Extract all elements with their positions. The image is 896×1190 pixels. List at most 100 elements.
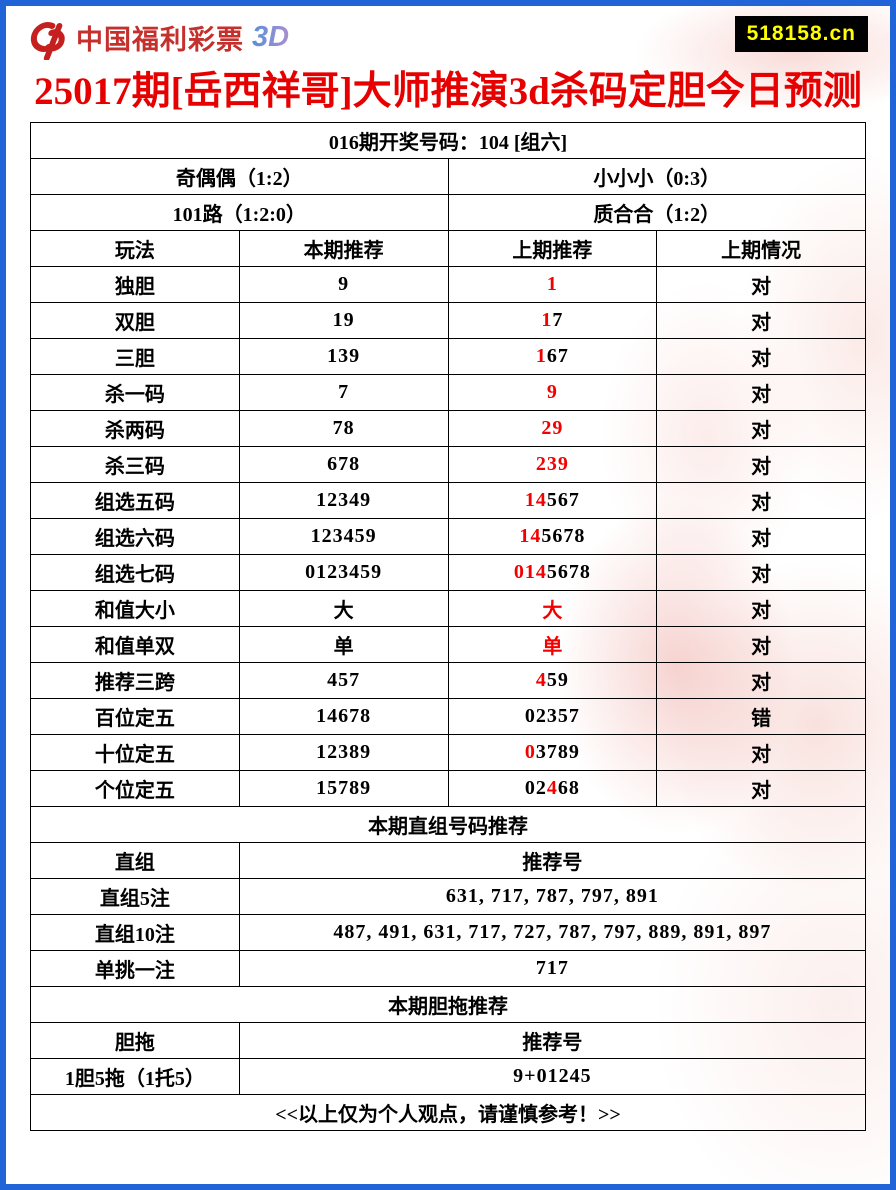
prev-recommend: 02357	[447, 697, 658, 735]
straight-section-title: 本期直组号码推荐	[30, 805, 866, 843]
cwl-logo-icon	[22, 14, 68, 61]
current-recommend: 123459	[238, 517, 449, 555]
current-recommend: 9	[238, 265, 449, 303]
section-header-row: 胆拖 推荐号	[30, 1021, 867, 1059]
prev-result: 对	[656, 769, 866, 807]
play-type: 推荐三跨	[30, 661, 240, 699]
straight-header-value: 推荐号	[238, 841, 867, 879]
play-type: 独胆	[30, 265, 240, 303]
play-type: 双胆	[30, 301, 240, 339]
table-row: 十位定五 12389 03789 对	[30, 733, 866, 771]
table-row: 百位定五 14678 02357 错	[30, 697, 866, 735]
current-recommend: 139	[238, 337, 449, 375]
play-type: 百位定五	[30, 697, 240, 735]
col-header-current: 本期推荐	[238, 229, 449, 267]
prev-recommend: 145678	[447, 517, 658, 555]
prev-recommend: 239	[447, 445, 658, 483]
current-recommend: 678	[238, 445, 449, 483]
table-row: 双胆 19 17 对	[30, 301, 866, 339]
prev-recommend: 29	[447, 409, 658, 447]
section-header-row: 直组 推荐号	[30, 841, 867, 879]
prev-result: 对	[656, 733, 866, 771]
prev-recommend: 03789	[447, 733, 658, 771]
table-row: 个位定五 15789 02468 对	[30, 769, 866, 807]
prev-recommend: 459	[447, 661, 658, 699]
brand-text: 中国福利彩票	[76, 24, 244, 55]
prediction-table: 016期开奖号码：104 [组六] 奇偶偶（1:2） 小小小（0:3） 101路…	[30, 121, 867, 1131]
prev-recommend: 167	[447, 337, 658, 375]
prev-result: 对	[656, 589, 866, 627]
current-recommend: 457	[238, 661, 449, 699]
prev-recommend: 0145678	[447, 553, 658, 591]
dantuo-label: 1胆5拖（1托5）	[30, 1057, 240, 1095]
route-pattern: 101路（1:2:0）	[30, 193, 449, 231]
table-row: 独胆 9 1 对	[30, 265, 866, 303]
table-row: 杀一码 7 9 对	[30, 373, 866, 411]
prev-result: 错	[656, 697, 866, 735]
prev-recommend: 14567	[447, 481, 658, 519]
size-pattern: 小小小（0:3）	[447, 157, 866, 195]
prev-result: 对	[656, 373, 866, 411]
current-recommend: 19	[238, 301, 449, 339]
prev-result: 对	[656, 517, 866, 555]
table-row: 和值单双 单 单 对	[30, 625, 866, 663]
table-row: 杀两码 78 29 对	[30, 409, 866, 447]
prev-recommend: 1	[447, 265, 658, 303]
prev-recommend: 9	[447, 373, 658, 411]
prime-pattern: 质合合（1:2）	[447, 193, 866, 231]
prev-result: 对	[656, 445, 866, 483]
disclaimer-text: <<以上仅为个人观点，请谨慎参考！>>	[30, 1093, 866, 1131]
current-recommend: 78	[238, 409, 449, 447]
dantuo-header-label: 胆拖	[30, 1021, 240, 1059]
current-recommend: 大	[238, 589, 449, 627]
play-type: 杀两码	[30, 409, 240, 447]
dantuo-header-value: 推荐号	[238, 1021, 867, 1059]
straight-label: 直组5注	[30, 877, 240, 915]
prev-result: 对	[656, 337, 866, 375]
column-header-row: 玩法 本期推荐 上期推荐 上期情况	[30, 229, 866, 267]
table-row: 推荐三跨 457 459 对	[30, 661, 866, 699]
play-type: 组选七码	[30, 553, 240, 591]
straight-label: 直组10注	[30, 913, 240, 951]
current-recommend: 单	[238, 625, 449, 663]
site-watermark-badge: 518158.cn	[734, 16, 868, 52]
table-row: 组选六码 123459 145678 对	[30, 517, 866, 555]
col-header-previous: 上期推荐	[447, 229, 658, 267]
site-header: 中国福利彩票 3D 518158.cn	[6, 6, 890, 68]
play-type: 和值单双	[30, 625, 240, 663]
section-title-row: 本期直组号码推荐	[30, 805, 866, 843]
straight-header-label: 直组	[30, 841, 240, 879]
straight-value: 717	[238, 949, 867, 987]
prev-result: 对	[656, 625, 866, 663]
logo-block: 中国福利彩票 3D	[22, 14, 890, 61]
play-type: 和值大小	[30, 589, 240, 627]
col-header-play: 玩法	[30, 229, 240, 267]
table-row: 三胆 139 167 对	[30, 337, 866, 375]
current-recommend: 0123459	[238, 553, 449, 591]
summary-row: 奇偶偶（1:2） 小小小（0:3）	[30, 157, 866, 195]
straight-value: 631, 717, 787, 797, 891	[238, 877, 867, 915]
col-header-result: 上期情况	[656, 229, 866, 267]
product-text: 3D	[252, 20, 290, 53]
prev-result: 对	[656, 409, 866, 447]
prev-result: 对	[656, 661, 866, 699]
table-row: 单挑一注 717	[30, 949, 867, 987]
draw-info-row: 016期开奖号码：104 [组六]	[30, 121, 866, 159]
page-title: 25017期[岳西祥哥]大师推演3d杀码定胆今日预测	[34, 70, 862, 113]
play-type: 组选五码	[30, 481, 240, 519]
disclaimer-row: <<以上仅为个人观点，请谨慎参考！>>	[30, 1093, 866, 1131]
table-row: 直组5注 631, 717, 787, 797, 891	[30, 877, 867, 915]
prev-result: 对	[656, 481, 866, 519]
play-type: 十位定五	[30, 733, 240, 771]
table-row: 1胆5拖（1托5） 9+01245	[30, 1057, 867, 1095]
play-type: 杀三码	[30, 445, 240, 483]
play-type: 三胆	[30, 337, 240, 375]
prev-result: 对	[656, 301, 866, 339]
table-row: 组选七码 0123459 0145678 对	[30, 553, 866, 591]
prev-recommend: 单	[447, 625, 658, 663]
table-row: 组选五码 12349 14567 对	[30, 481, 866, 519]
current-recommend: 15789	[238, 769, 449, 807]
table-row: 直组10注 487, 491, 631, 717, 727, 787, 797,…	[30, 913, 867, 951]
section-title-row: 本期胆拖推荐	[30, 985, 866, 1023]
